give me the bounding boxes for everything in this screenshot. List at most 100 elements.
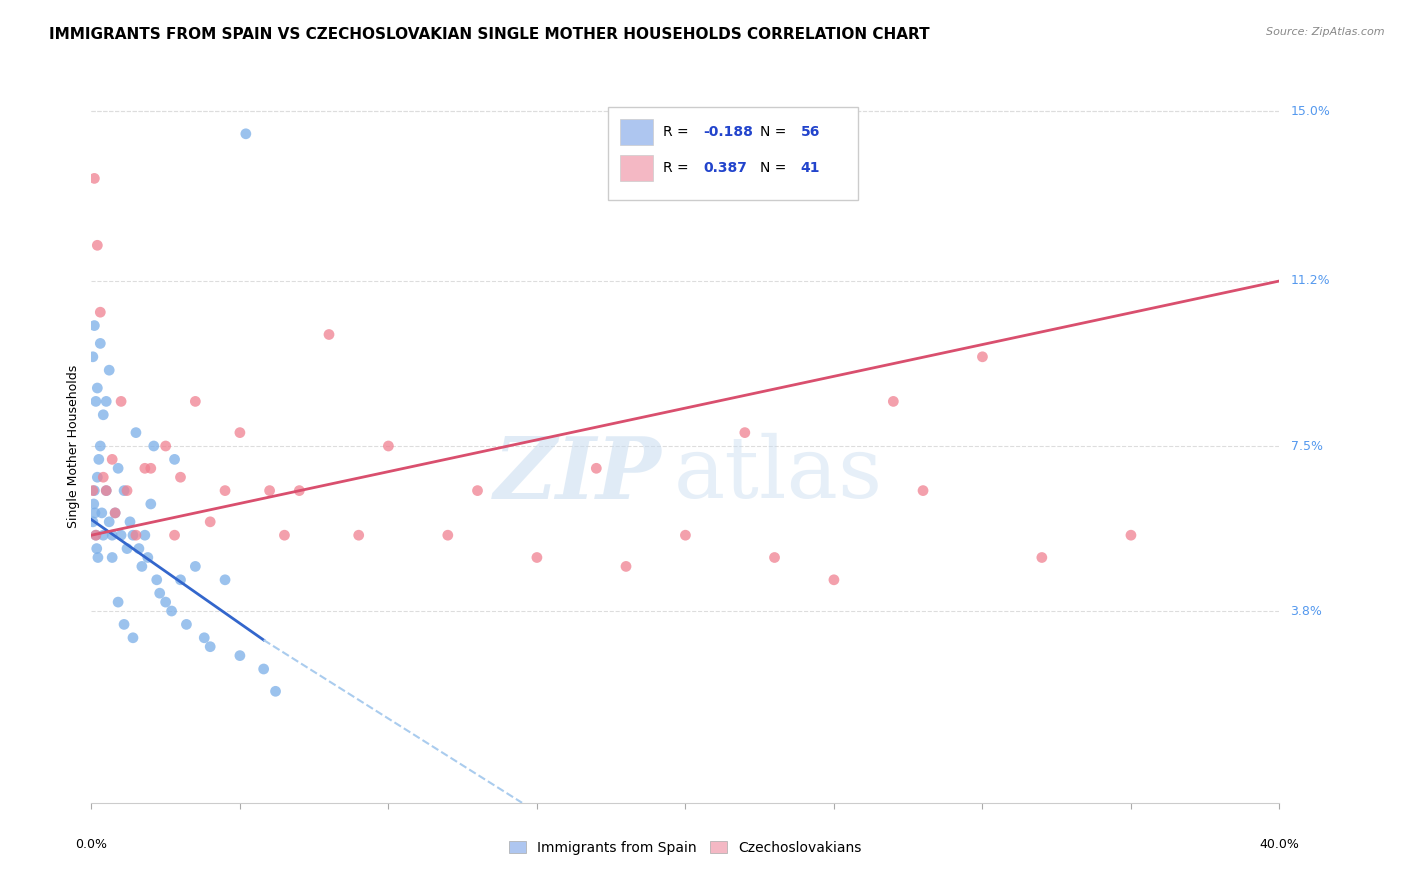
Point [82,350,104,364]
Point [155,595,177,609]
Point [82,483,104,498]
Point [86,381,108,395]
Point [83,497,105,511]
Text: 41: 41 [800,161,820,175]
FancyBboxPatch shape [620,120,654,145]
Point [89,305,111,319]
Legend: Immigrants from Spain, Czechoslovakians: Immigrants from Spain, Czechoslovakians [503,835,868,860]
Y-axis label: Single Mother Households: Single Mother Households [67,364,80,528]
Point [112,617,135,632]
Point [882,394,904,409]
Point [585,461,607,475]
Point [193,631,215,645]
Point [436,528,458,542]
Text: ZIP: ZIP [494,433,662,516]
Point [734,425,756,440]
Point [122,528,145,542]
Text: 3.8%: 3.8% [1291,605,1323,617]
Point [139,497,162,511]
Point [96,394,118,409]
Text: R =: R = [662,125,693,139]
Point [131,559,153,574]
Text: 40.0%: 40.0% [1260,838,1299,852]
Point [107,461,129,475]
Point [115,483,138,498]
Point [176,617,198,632]
Point [229,425,252,440]
Point [87,452,110,467]
Point [86,470,108,484]
Text: IMMIGRANTS FROM SPAIN VS CZECHOSLOVAKIAN SINGLE MOTHER HOUSEHOLDS CORRELATION CH: IMMIGRANTS FROM SPAIN VS CZECHOSLOVAKIAN… [49,27,929,42]
Point [200,640,222,654]
Point [107,595,129,609]
Point [90,506,112,520]
Point [128,541,150,556]
Point [288,483,311,498]
Point [163,452,186,467]
Point [84,394,107,409]
Point [214,573,236,587]
Point [259,483,281,498]
Point [200,515,222,529]
Point [184,394,207,409]
Point [1031,550,1053,565]
Point [84,528,107,542]
Point [139,461,162,475]
Text: 0.387: 0.387 [703,161,747,175]
Point [125,528,148,542]
Point [134,528,156,542]
Point [377,439,399,453]
Point [83,318,105,333]
Point [91,408,114,422]
Point [972,350,994,364]
Point [118,515,141,529]
Text: 56: 56 [800,125,820,139]
Point [614,559,637,574]
Point [112,483,135,498]
Point [104,506,127,520]
Point [96,483,118,498]
Point [134,461,156,475]
Text: 0.0%: 0.0% [76,838,107,852]
Point [136,550,159,565]
Point [160,604,183,618]
Text: R =: R = [662,161,693,175]
Point [235,127,257,141]
Point [155,439,177,453]
Point [115,541,138,556]
Point [214,483,236,498]
Text: -0.188: -0.188 [703,125,754,139]
Point [467,483,489,498]
Point [169,573,191,587]
Point [110,528,132,542]
Point [911,483,934,498]
Point [184,559,207,574]
Point [104,506,127,520]
Point [273,528,295,542]
Text: Source: ZipAtlas.com: Source: ZipAtlas.com [1267,27,1385,37]
Point [318,327,340,342]
Point [347,528,370,542]
Point [763,550,786,565]
Text: N =: N = [761,161,792,175]
Point [87,550,110,565]
Point [673,528,696,542]
Point [149,586,172,600]
Point [526,550,548,565]
Point [101,528,124,542]
Point [98,363,121,377]
Point [169,470,191,484]
Point [84,506,107,520]
Point [122,631,145,645]
Point [96,483,118,498]
Point [84,528,107,542]
Point [98,515,121,529]
Point [229,648,252,663]
Point [110,394,132,409]
Point [83,483,105,498]
Point [264,684,287,698]
Point [163,528,186,542]
Point [86,238,108,252]
Point [86,541,108,556]
Text: 11.2%: 11.2% [1291,275,1330,287]
